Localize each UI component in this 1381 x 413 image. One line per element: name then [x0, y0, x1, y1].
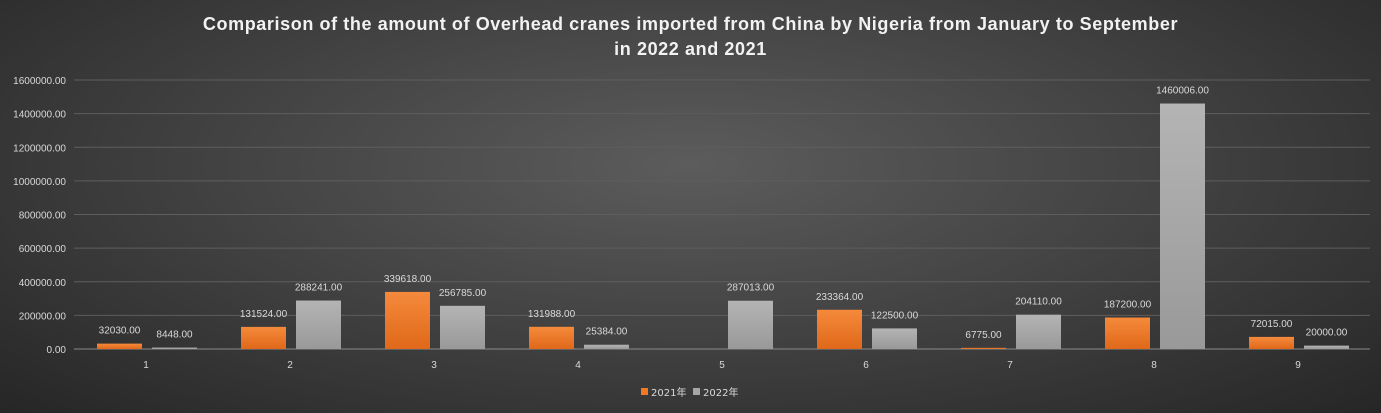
bar-2021年: [97, 343, 142, 349]
bar-2022年: [1304, 345, 1349, 349]
bar-2022年: [296, 300, 341, 349]
bar-2021年: [385, 291, 430, 349]
y-tick-label: 800000.00: [19, 211, 67, 222]
x-tick-label: 7: [1007, 360, 1013, 371]
bar-2021年: [961, 347, 1006, 349]
bar-2021年: [1249, 336, 1294, 349]
data-label: 8448.00: [156, 330, 193, 341]
x-tick-label: 6: [863, 360, 869, 371]
bar-2022年: [872, 328, 917, 349]
data-label: 288241.00: [295, 283, 343, 294]
x-tick-label: 1: [143, 360, 149, 371]
bar-2021年: [241, 326, 286, 349]
data-label: 32030.00: [99, 326, 141, 337]
y-tick-label: 600000.00: [19, 244, 67, 255]
x-tick-label: 5: [719, 360, 725, 371]
data-label: 20000.00: [1306, 328, 1348, 339]
x-tick-label: 3: [431, 360, 437, 371]
x-tick-label: 9: [1295, 360, 1301, 371]
bar-2021年: [1105, 317, 1150, 349]
bar-2022年: [152, 347, 197, 349]
bar-2022年: [728, 300, 773, 349]
y-tick-label: 1400000.00: [13, 110, 66, 121]
data-label: 187200.00: [1104, 300, 1152, 311]
y-tick-label: 0.00: [47, 345, 67, 356]
bar-2021年: [529, 326, 574, 349]
y-tick-label: 400000.00: [19, 278, 67, 289]
bar-2022年: [584, 344, 629, 349]
data-label: 256785.00: [439, 288, 487, 299]
data-label: 204110.00: [1015, 297, 1062, 308]
data-label: 122500.00: [871, 310, 919, 321]
chart-title-line-1: Comparison of the amount of Overhead cra…: [202, 14, 1179, 34]
data-label: 287013.00: [727, 283, 775, 294]
data-label: 6775.00: [965, 330, 1002, 341]
y-tick-label: 1600000.00: [13, 76, 66, 87]
data-label: 25384.00: [586, 327, 628, 338]
legend-label: 2022年: [703, 386, 738, 399]
x-tick-label: 2: [287, 360, 293, 371]
data-label: 1460006.00: [1156, 86, 1209, 97]
y-tick-label: 200000.00: [19, 311, 67, 322]
bar-2022年: [1160, 103, 1205, 349]
chart-title: Comparison of the amount of Overhead cra…: [0, 12, 1381, 62]
y-tick-label: 1000000.00: [13, 177, 66, 188]
x-tick-label: 8: [1151, 360, 1157, 371]
data-label: 131988.00: [528, 309, 576, 320]
bar-2022年: [1016, 314, 1061, 349]
x-tick-label: 4: [575, 360, 581, 371]
legend-label: 2021年: [651, 386, 686, 399]
legend-swatch-2021年: [641, 388, 648, 395]
chart-title-line-2: in 2022 and 2021: [614, 39, 767, 59]
legend-swatch-2022年: [693, 388, 700, 395]
data-label: 339618.00: [384, 274, 432, 285]
data-label: 131524.00: [240, 309, 288, 320]
bar-2022年: [440, 305, 485, 349]
data-label: 72015.00: [1251, 319, 1293, 330]
y-tick-label: 1200000.00: [13, 143, 66, 154]
bar-2021年: [817, 309, 862, 349]
data-label: 233364.00: [816, 292, 864, 303]
